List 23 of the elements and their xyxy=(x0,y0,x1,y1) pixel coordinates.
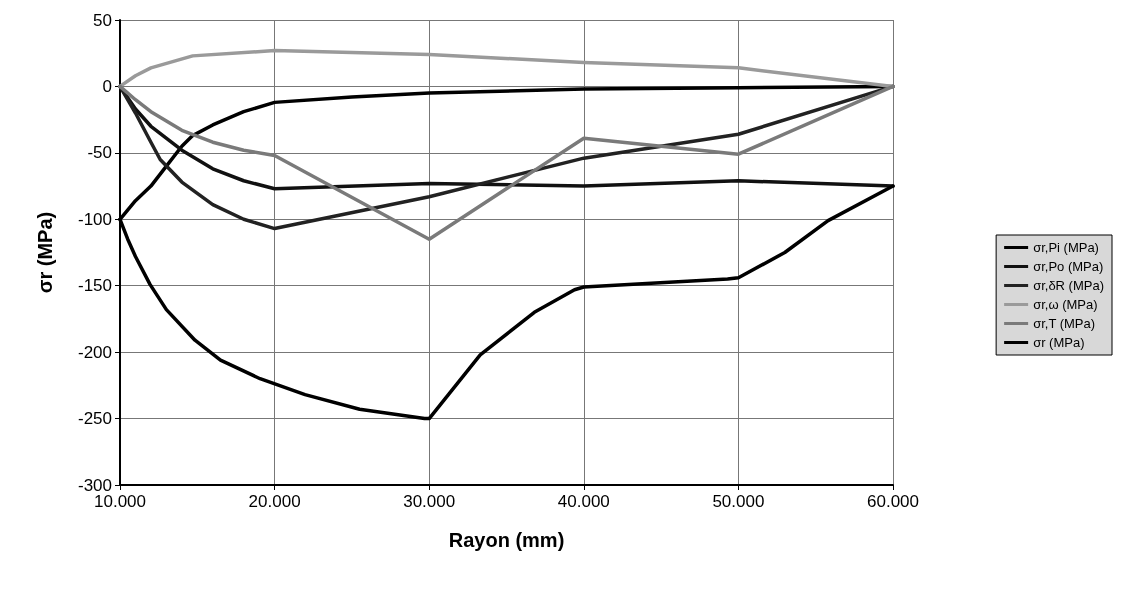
x-axis-title: Rayon (mm) xyxy=(448,529,565,551)
y-axis-title: σr (MPa) xyxy=(34,211,56,294)
x-tick-label: 10.000 xyxy=(94,492,146,511)
legend-label: σr,δR (MPa) xyxy=(1033,278,1104,293)
legend-label: σr,ω (MPa) xyxy=(1033,297,1098,312)
y-tick-label: -50 xyxy=(87,143,112,163)
y-tick-label: -300 xyxy=(77,475,112,495)
y-tick-label: 0 xyxy=(102,76,112,96)
legend-label: σr,T (MPa) xyxy=(1033,316,1096,331)
legend-label: σr,Pi (MPa) xyxy=(1033,240,1099,255)
x-tick-label: 60.000 xyxy=(867,492,919,511)
y-tick-label: -250 xyxy=(77,409,112,429)
line-series xyxy=(118,48,895,89)
x-tick-label: 50.000 xyxy=(712,492,765,511)
x-tick-label: 30.000 xyxy=(403,492,456,511)
y-tick-label: -200 xyxy=(77,342,112,362)
legend-label: σr (MPa) xyxy=(1033,335,1085,350)
y-tick-label: 50 xyxy=(93,10,112,30)
x-tick-label: 40.000 xyxy=(557,492,610,511)
y-tick-label: -100 xyxy=(77,209,112,229)
y-tick-label: -150 xyxy=(77,276,112,296)
legend-label: σr,Po (MPa) xyxy=(1033,259,1104,274)
x-tick-label: 20.000 xyxy=(248,492,301,511)
